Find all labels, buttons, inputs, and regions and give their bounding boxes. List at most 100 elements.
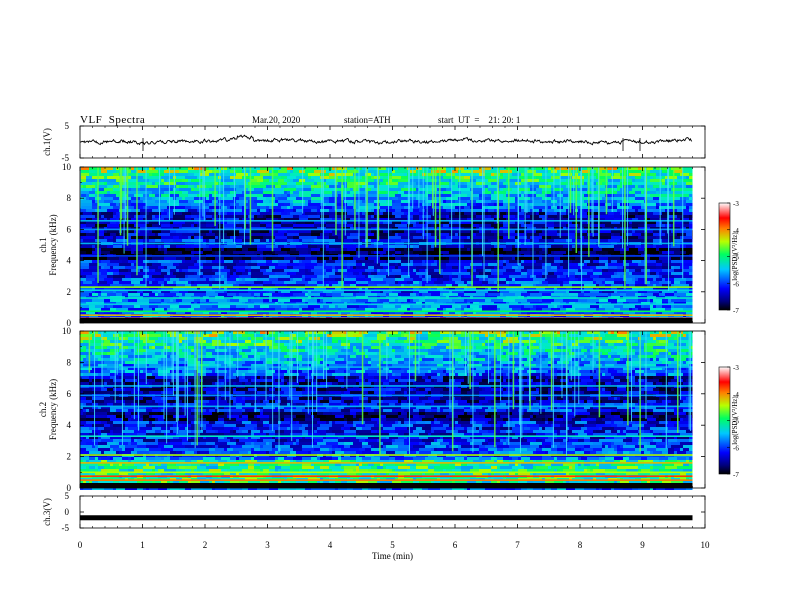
spectral-line	[80, 394, 693, 397]
y-tick-label: 0	[67, 483, 72, 493]
sferic-streak	[552, 331, 554, 448]
colorbar-label: log(PSD)(V²/Hz)	[731, 232, 739, 281]
sferic-streak	[361, 331, 364, 425]
sferic-streak	[322, 167, 324, 287]
sferic-streak	[176, 331, 178, 434]
sferic-streak	[296, 331, 298, 384]
sferic-streak	[439, 167, 441, 275]
sferic-streak	[517, 167, 519, 265]
colorbar-tick-label: -3	[733, 200, 739, 208]
sferic-streak	[94, 331, 96, 446]
colorbar-tick-label: -4	[733, 227, 739, 235]
sferic-streak	[126, 167, 129, 246]
sferic-streak	[366, 167, 368, 248]
x-tick-label: 0	[78, 540, 83, 550]
sferic-streak	[163, 331, 165, 420]
sferic-streak	[198, 331, 200, 436]
x-tick-label: 1	[140, 540, 145, 550]
sferic-streak	[690, 331, 692, 431]
sferic-streak	[358, 167, 360, 258]
sferic-streak	[408, 167, 410, 277]
colorbar-tick-label: -4	[733, 391, 739, 399]
sferic-streak	[627, 167, 629, 246]
sferic-streak	[166, 331, 168, 444]
y-tick-label: 0	[65, 507, 70, 517]
colorbar-tick-label: -5	[733, 418, 739, 426]
spectral-line	[80, 405, 693, 408]
sferic-streak	[526, 167, 528, 214]
sferic-streak	[483, 167, 485, 281]
sferic-streak	[321, 167, 323, 230]
station-label: station=ATH	[344, 115, 391, 125]
x-tick-label: 2	[203, 540, 208, 550]
sferic-streak	[184, 331, 186, 416]
ch1-waveform	[79, 134, 693, 146]
sferic-streak	[278, 331, 280, 412]
y-tick-label: 2	[67, 452, 72, 462]
sferic-streak	[199, 167, 201, 276]
sferic-streak	[471, 167, 473, 263]
sferic-streak	[316, 331, 318, 412]
colorbar-label: log(PSD)(V²/Hz)	[731, 396, 739, 445]
sferic-streak	[524, 167, 526, 245]
sferic-streak	[125, 167, 127, 222]
sferic-streak	[677, 331, 679, 433]
x-ticks	[79, 167, 706, 323]
sferic-streak	[136, 167, 138, 276]
sferic-streak	[508, 167, 510, 239]
sferic-streak	[598, 167, 600, 247]
sferic-streak	[119, 167, 122, 236]
sferic-streak	[414, 331, 417, 381]
ch3-waveform	[80, 515, 693, 521]
spectral-line	[80, 289, 693, 292]
colorbar-tick-label: -5	[733, 254, 739, 262]
sferic-streak	[581, 167, 583, 290]
sferic-streak	[605, 167, 608, 215]
sferic-streak	[559, 167, 561, 238]
sferic-streak	[289, 331, 291, 398]
sferic-streak	[622, 167, 624, 249]
y-axis-label-channel: ch.2	[38, 402, 48, 417]
sferic-streak	[434, 167, 437, 248]
sferic-streak	[172, 331, 174, 396]
y-tick-label: -5	[62, 153, 70, 163]
sferic-streak	[561, 331, 563, 399]
sferic-streak	[672, 167, 675, 247]
sferic-streak	[194, 331, 196, 387]
spectral-line	[80, 479, 693, 481]
sferic-streak	[365, 167, 367, 248]
sferic-streak	[388, 167, 390, 277]
sferic-streak	[467, 331, 469, 384]
sferic-streak	[376, 167, 378, 264]
sferic-streak	[472, 331, 474, 453]
x-tick-label: 9	[640, 540, 645, 550]
sferic-streak	[335, 167, 337, 235]
sferic-streak	[145, 331, 147, 385]
sferic-streak	[580, 167, 582, 238]
spectral-line	[80, 310, 693, 313]
sferic-streak	[545, 167, 547, 280]
x-tick-label: 10	[701, 540, 711, 550]
sferic-streak	[88, 331, 91, 373]
sferic-streak	[578, 331, 580, 405]
sferic-streak	[550, 331, 553, 411]
panel-frame	[79, 495, 706, 529]
y-axis-label: ch.3(V)	[42, 498, 52, 526]
sferic-streak	[569, 167, 572, 213]
sferic-streak	[680, 331, 682, 400]
sferic-streak	[408, 167, 410, 225]
sferic-streak	[377, 167, 380, 241]
sferic-streak	[568, 167, 570, 278]
colorbar-tick-label: -6	[733, 280, 739, 288]
x-ticks	[79, 496, 706, 528]
sferic-streak	[346, 331, 348, 389]
sferic-streak	[237, 331, 239, 378]
spectral-line	[80, 220, 693, 222]
sferic-streak	[233, 167, 235, 244]
sferic-streak	[386, 331, 388, 380]
sferic-streak	[665, 331, 667, 449]
spectral-line	[80, 242, 693, 245]
sferic-streak	[426, 167, 428, 284]
sferic-streak	[688, 331, 690, 430]
sferic-streak	[114, 331, 116, 403]
